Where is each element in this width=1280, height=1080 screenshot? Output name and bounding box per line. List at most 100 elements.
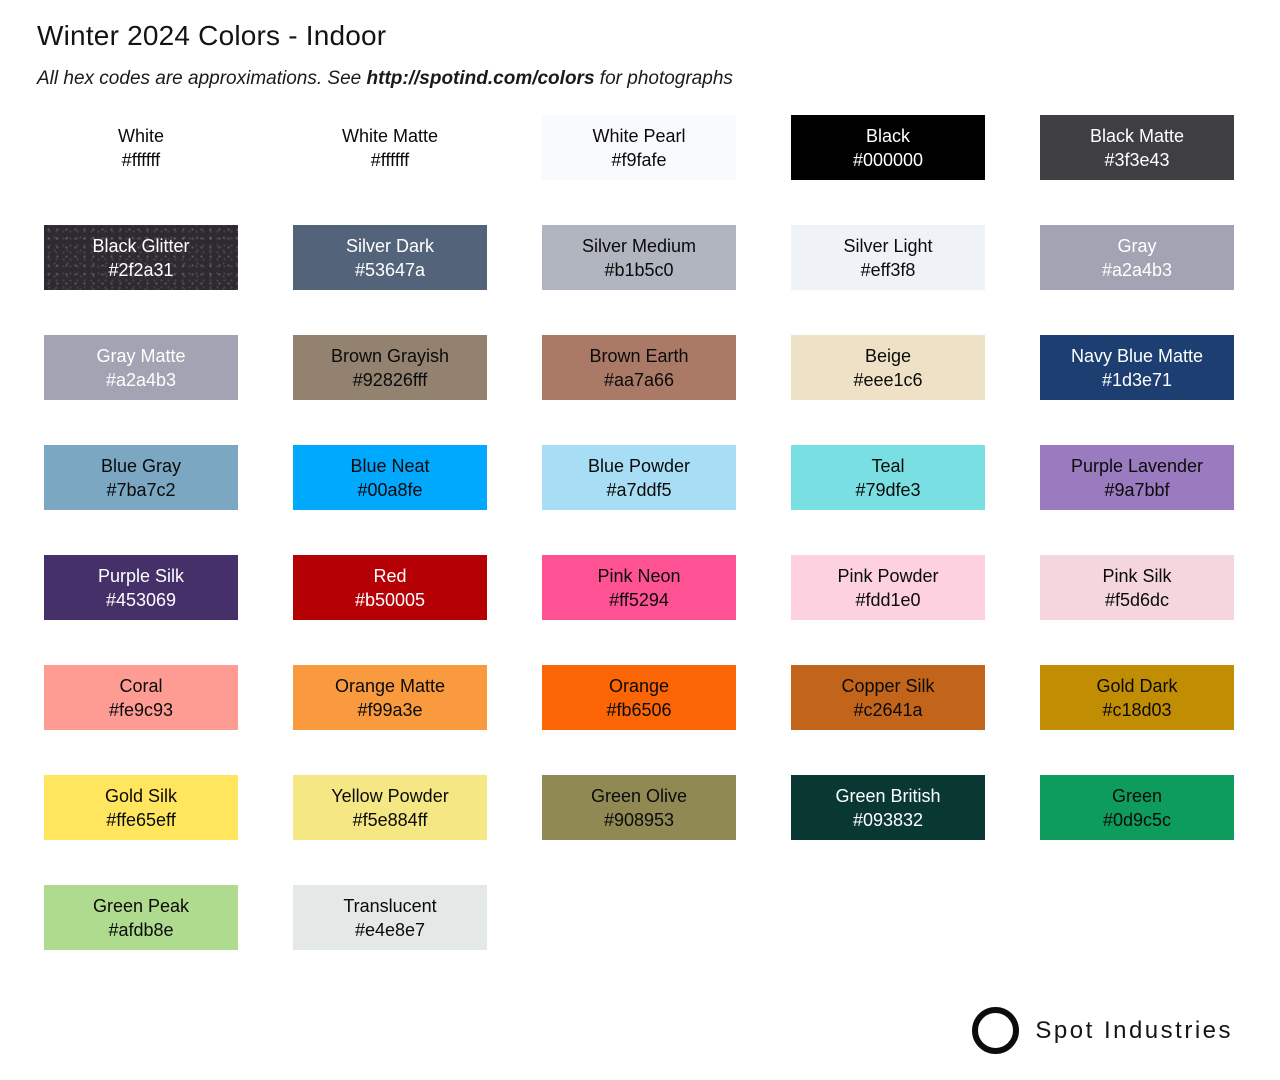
color-name: White Matte <box>341 125 439 146</box>
color-swatch: Black Matte #3f3e43 <box>1040 115 1234 180</box>
color-name: Blue Gray <box>100 455 182 476</box>
brand-name: Spot Industries <box>1035 1016 1233 1044</box>
color-hex: #eff3f8 <box>860 259 916 280</box>
subtitle-url: http://spotind.com/colors <box>366 68 595 89</box>
color-name: Black <box>865 125 910 146</box>
color-name: Beige <box>864 345 912 366</box>
color-hex: #aa7a66 <box>603 369 675 390</box>
subtitle-text-prefix: All hex codes are approximations. See <box>37 68 367 89</box>
color-hex: #453069 <box>105 589 177 610</box>
color-name: Purple Lavender <box>1070 455 1204 476</box>
color-name: Translucent <box>343 895 437 916</box>
color-swatch: Green #0d9c5c <box>1040 775 1234 840</box>
color-name: Black Matte <box>1089 125 1185 146</box>
color-name: Purple Silk <box>97 565 185 586</box>
color-hex: #53647a <box>354 259 426 280</box>
color-name: Navy Blue Matte <box>1070 345 1204 366</box>
color-swatch: Blue Powder #a7ddf5 <box>542 445 736 510</box>
color-swatch: Beige #eee1c6 <box>791 335 985 400</box>
color-name: Blue Neat <box>350 455 430 476</box>
color-name: Coral <box>119 675 163 696</box>
color-swatch: White Matte #ffffff <box>293 115 487 180</box>
color-hex: #fb6506 <box>606 699 672 720</box>
color-name: Green Olive <box>590 785 688 806</box>
color-swatch: Yellow Powder #f5e884ff <box>293 775 487 840</box>
color-name: Silver Medium <box>581 235 697 256</box>
color-swatch: Green British #093832 <box>791 775 985 840</box>
color-name: Green British <box>835 785 941 806</box>
color-swatch: Orange #fb6506 <box>542 665 736 730</box>
color-name: Black Glitter <box>92 235 190 256</box>
color-swatch: Pink Neon #ff5294 <box>542 555 736 620</box>
color-hex: #fe9c93 <box>108 699 174 720</box>
page-title: Winter 2024 Colors - Indoor <box>37 20 387 51</box>
color-name: Orange <box>608 675 670 696</box>
color-swatch: Pink Silk #f5d6dc <box>1040 555 1234 620</box>
color-hex: #c2641a <box>853 699 923 720</box>
color-name: Green <box>1111 785 1163 806</box>
color-swatch: Black Glitter #2f2a31 <box>44 225 238 290</box>
color-name: Pink Neon <box>597 565 681 586</box>
color-swatch: Coral #fe9c93 <box>44 665 238 730</box>
color-hex: #00a8fe <box>357 479 423 500</box>
color-hex: #f9fafe <box>611 149 667 170</box>
color-name: Gold Silk <box>104 785 178 806</box>
color-name: Pink Silk <box>1102 565 1172 586</box>
brand-footer: Spot Industries <box>972 1007 1233 1054</box>
color-name: Red <box>373 565 407 586</box>
color-name: Orange Matte <box>334 675 446 696</box>
color-name: Brown Earth <box>589 345 689 366</box>
color-swatch: Blue Gray #7ba7c2 <box>44 445 238 510</box>
color-hex: #2f2a31 <box>108 259 174 280</box>
color-swatch: Navy Blue Matte #1d3e71 <box>1040 335 1234 400</box>
color-hex: #7ba7c2 <box>106 479 176 500</box>
color-swatch: White #ffffff <box>44 115 238 180</box>
color-name: Pink Powder <box>837 565 939 586</box>
color-swatch: Blue Neat #00a8fe <box>293 445 487 510</box>
color-hex: #1d3e71 <box>1101 369 1173 390</box>
swatch-grid: White #ffffff White Matte #ffffff White … <box>44 115 1234 950</box>
color-hex: #92826fff <box>352 369 428 390</box>
color-hex: #f5e884ff <box>352 809 428 830</box>
color-hex: #c18d03 <box>1102 699 1172 720</box>
page-subtitle: All hex codes are approximations. See ht… <box>37 68 733 90</box>
color-swatch: Gray Matte #a2a4b3 <box>44 335 238 400</box>
color-name: Silver Dark <box>345 235 434 256</box>
page-header: Winter 2024 Colors - Indoor All hex code… <box>37 20 733 90</box>
color-name: Teal <box>871 455 905 476</box>
color-hex: #ffffff <box>121 149 161 170</box>
color-swatch: Pink Powder #fdd1e0 <box>791 555 985 620</box>
color-swatch: Green Olive #908953 <box>542 775 736 840</box>
color-hex: #a2a4b3 <box>1101 259 1173 280</box>
color-swatch: Silver Medium #b1b5c0 <box>542 225 736 290</box>
color-swatch: Copper Silk #c2641a <box>791 665 985 730</box>
color-swatch: Orange Matte #f99a3e <box>293 665 487 730</box>
color-name: Gray Matte <box>96 345 186 366</box>
color-hex: #ffffff <box>370 149 410 170</box>
color-name: Gray <box>1117 235 1157 256</box>
color-hex: #afdb8e <box>108 919 174 940</box>
color-name: Silver Light <box>843 235 933 256</box>
color-swatch: Gold Silk #ffe65eff <box>44 775 238 840</box>
color-hex: #3f3e43 <box>1104 149 1170 170</box>
color-swatch: Purple Silk #453069 <box>44 555 238 620</box>
color-name: White Pearl <box>592 125 686 146</box>
color-swatch: Teal #79dfe3 <box>791 445 985 510</box>
color-name: Gold Dark <box>1096 675 1178 696</box>
color-name: Brown Grayish <box>330 345 450 366</box>
subtitle-text-suffix: for photographs <box>594 68 733 89</box>
circle-ring-icon <box>972 1007 1020 1054</box>
color-name: Yellow Powder <box>331 785 449 806</box>
color-hex: #f5d6dc <box>1104 589 1170 610</box>
color-swatch: Silver Light #eff3f8 <box>791 225 985 290</box>
color-hex: #f99a3e <box>357 699 423 720</box>
color-swatch: Black #000000 <box>791 115 985 180</box>
color-name: Green Peak <box>92 895 190 916</box>
color-hex: #fdd1e0 <box>855 589 921 610</box>
color-hex: #000000 <box>852 149 924 170</box>
color-swatch: Brown Grayish #92826fff <box>293 335 487 400</box>
color-hex: #ffe65eff <box>106 809 176 830</box>
color-hex: #b1b5c0 <box>604 259 674 280</box>
color-hex: #b50005 <box>354 589 426 610</box>
color-name: Copper Silk <box>841 675 935 696</box>
